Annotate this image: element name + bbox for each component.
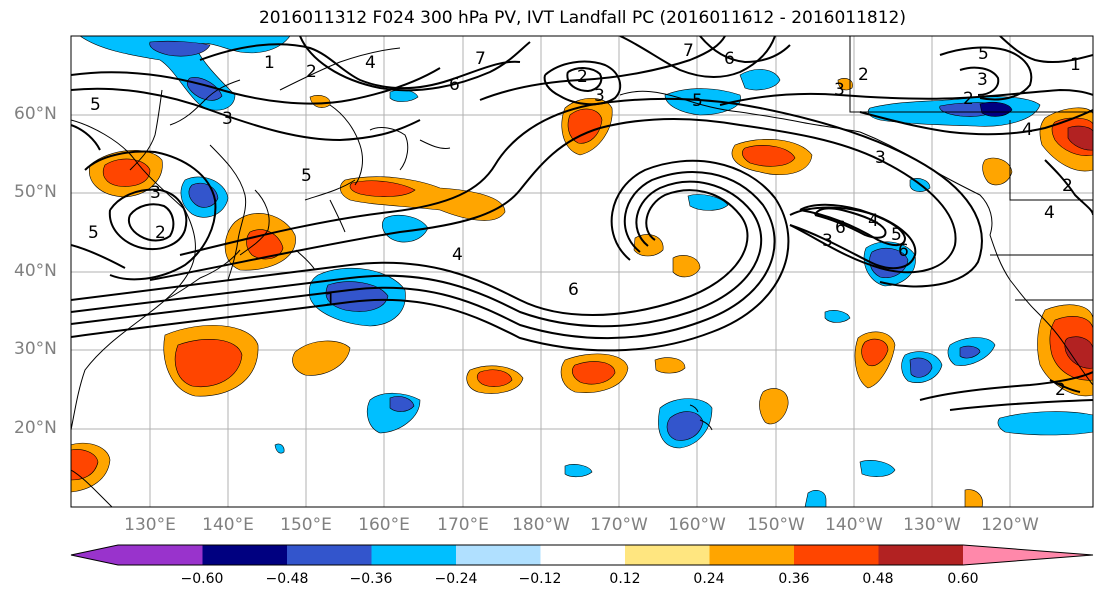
colorbar-tick-label: −0.60 bbox=[180, 571, 224, 587]
lon-label: 140°E bbox=[202, 515, 254, 535]
contour-label: 4 bbox=[868, 211, 879, 231]
lat-label-40n: 40°N bbox=[14, 261, 57, 281]
colorbar-extend-max bbox=[963, 545, 1093, 565]
coastlines bbox=[71, 36, 1093, 507]
colorbar-tick-label: 0.36 bbox=[778, 571, 810, 587]
contour-label: 1 bbox=[325, 290, 336, 310]
lon-label: 150°E bbox=[280, 515, 332, 535]
lon-label: 140°W bbox=[825, 515, 883, 535]
contour-labels: 1 2 4 6 7 2 3 7 6 5 2 3 5 3 2 3 5 3 5 3 … bbox=[88, 41, 1081, 400]
map-frame bbox=[70, 35, 1094, 508]
contour-label: 6 bbox=[568, 280, 579, 300]
lon-label: 170°W bbox=[590, 515, 648, 535]
lon-label: 160°W bbox=[668, 515, 726, 535]
lat-label-50n: 50°N bbox=[14, 182, 57, 202]
lon-label: 130°E bbox=[124, 515, 176, 535]
lon-label: 130°W bbox=[903, 515, 961, 535]
lon-label: 120°W bbox=[981, 515, 1039, 535]
lon-label: 160°E bbox=[358, 515, 410, 535]
contour-label: 4 bbox=[1022, 120, 1033, 140]
contour-label: 5 bbox=[90, 95, 101, 115]
contour-label: 5 bbox=[692, 91, 703, 111]
contour-label: 6 bbox=[898, 241, 909, 261]
negative-anomalies bbox=[79, 36, 1093, 507]
colorbar-swatch bbox=[540, 545, 625, 565]
pv-contours bbox=[71, 36, 1093, 411]
contour-label: 7 bbox=[475, 49, 486, 69]
colorbar-tick-label: 0.12 bbox=[609, 571, 641, 587]
colorbar-tick-label: −0.36 bbox=[349, 571, 393, 587]
contour-label: 4 bbox=[365, 53, 376, 73]
colorbar-swatch bbox=[794, 545, 879, 565]
contour-label: 3 bbox=[834, 80, 845, 100]
contour-label: 5 bbox=[891, 225, 902, 245]
lon-label: 170°E bbox=[437, 515, 489, 535]
contour-label: 2 bbox=[155, 223, 166, 243]
contour-label: 1 bbox=[1070, 55, 1081, 75]
colorbar-swatch bbox=[287, 545, 372, 565]
colorbar-tick-label: 0.60 bbox=[947, 571, 979, 587]
contour-label: 5 bbox=[301, 166, 312, 186]
colorbar-tick-label: 0.48 bbox=[862, 571, 894, 587]
colorbar-swatch bbox=[625, 545, 710, 565]
colorbar-tick-label: 0.24 bbox=[693, 571, 725, 587]
contour-label: 3 bbox=[875, 148, 886, 168]
lon-label: 180°W bbox=[512, 515, 570, 535]
contour-label: 2 bbox=[1062, 176, 1073, 196]
colorbar-swatch bbox=[118, 545, 203, 565]
contour-label: 4 bbox=[1044, 203, 1055, 223]
lat-label-60n: 60°N bbox=[14, 104, 57, 124]
contour-label: 3 bbox=[977, 70, 988, 90]
contour-label: 5 bbox=[88, 223, 99, 243]
lat-label-30n: 30°N bbox=[14, 339, 57, 359]
colorbar-tick-label: −0.12 bbox=[518, 571, 562, 587]
colorbar bbox=[70, 544, 1094, 566]
contour-label: 6 bbox=[835, 218, 846, 238]
colorbar-swatch bbox=[878, 545, 963, 565]
contour-label: 3 bbox=[594, 86, 605, 106]
contour-label: 2 bbox=[963, 89, 974, 109]
lon-label: 150°W bbox=[747, 515, 805, 535]
contour-label: 6 bbox=[724, 49, 735, 69]
map-title: 2016011312 F024 300 hPa PV, IVT Landfall… bbox=[258, 8, 906, 28]
contour-label: 5 bbox=[978, 44, 989, 64]
map-layers: 1 2 4 6 7 2 3 7 6 5 2 3 5 3 2 3 5 3 5 3 … bbox=[71, 36, 1093, 507]
lat-label-20n: 20°N bbox=[14, 418, 57, 438]
colorbar-tick-label: −0.48 bbox=[265, 571, 309, 587]
contour-label: 2 bbox=[1055, 380, 1066, 400]
contour-label: 6 bbox=[449, 75, 460, 95]
contour-label: 7 bbox=[683, 41, 694, 61]
contour-label: 3 bbox=[822, 231, 833, 251]
contour-label: 3 bbox=[150, 183, 161, 203]
colorbar-tick-label: −0.24 bbox=[434, 571, 478, 587]
contour-label: 2 bbox=[858, 65, 869, 85]
contour-label: 4 bbox=[452, 245, 463, 265]
colorbar-extend-min bbox=[71, 545, 118, 565]
contour-label: 2 bbox=[577, 67, 588, 87]
contour-label: 1 bbox=[264, 53, 275, 73]
colorbar-swatch bbox=[202, 545, 287, 565]
contour-label: 2 bbox=[306, 62, 317, 82]
contour-label: 3 bbox=[222, 109, 233, 129]
colorbar-swatch bbox=[456, 545, 541, 565]
colorbar-swatch bbox=[371, 545, 456, 565]
colorbar-swatch bbox=[709, 545, 794, 565]
